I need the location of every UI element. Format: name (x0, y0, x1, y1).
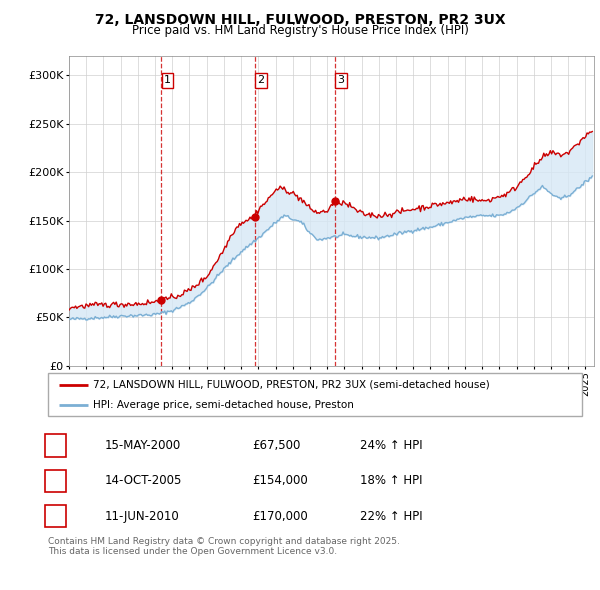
Text: Contains HM Land Registry data © Crown copyright and database right 2025.
This d: Contains HM Land Registry data © Crown c… (48, 537, 400, 556)
Text: HPI: Average price, semi-detached house, Preston: HPI: Average price, semi-detached house,… (94, 400, 354, 410)
Text: 14-OCT-2005: 14-OCT-2005 (105, 474, 182, 487)
Text: 2: 2 (52, 474, 59, 487)
Text: 72, LANSDOWN HILL, FULWOOD, PRESTON, PR2 3UX (semi-detached house): 72, LANSDOWN HILL, FULWOOD, PRESTON, PR2… (94, 380, 490, 390)
Text: 11-JUN-2010: 11-JUN-2010 (105, 510, 180, 523)
Text: £154,000: £154,000 (252, 474, 308, 487)
Text: 24% ↑ HPI: 24% ↑ HPI (360, 439, 422, 452)
Text: £170,000: £170,000 (252, 510, 308, 523)
Text: 2: 2 (257, 76, 265, 86)
FancyBboxPatch shape (48, 373, 582, 416)
Text: Price paid vs. HM Land Registry's House Price Index (HPI): Price paid vs. HM Land Registry's House … (131, 24, 469, 37)
Text: 18% ↑ HPI: 18% ↑ HPI (360, 474, 422, 487)
Text: 1: 1 (52, 439, 59, 452)
Text: 3: 3 (52, 510, 59, 523)
Text: 72, LANSDOWN HILL, FULWOOD, PRESTON, PR2 3UX: 72, LANSDOWN HILL, FULWOOD, PRESTON, PR2… (95, 13, 505, 27)
Text: 15-MAY-2000: 15-MAY-2000 (105, 439, 181, 452)
Text: 22% ↑ HPI: 22% ↑ HPI (360, 510, 422, 523)
Text: £67,500: £67,500 (252, 439, 301, 452)
Text: 3: 3 (337, 76, 344, 86)
Text: 1: 1 (164, 76, 171, 86)
